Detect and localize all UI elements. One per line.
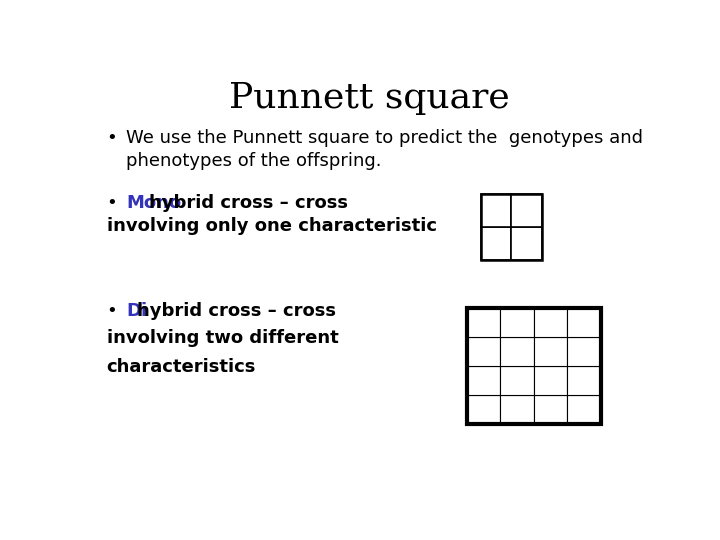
Text: characteristics: characteristics bbox=[107, 358, 256, 376]
Bar bbox=[567, 337, 600, 366]
Bar bbox=[500, 337, 534, 366]
Bar bbox=[534, 366, 567, 395]
Bar bbox=[467, 308, 500, 337]
Bar bbox=[481, 194, 542, 260]
Text: Di: Di bbox=[126, 302, 148, 320]
Bar bbox=[481, 227, 511, 260]
Text: We use the Punnett square to predict the  genotypes and: We use the Punnett square to predict the… bbox=[126, 129, 643, 147]
Bar bbox=[481, 194, 511, 227]
Text: •: • bbox=[107, 129, 117, 147]
Text: Punnett square: Punnett square bbox=[229, 82, 509, 116]
Bar bbox=[534, 337, 567, 366]
Text: •: • bbox=[107, 302, 117, 320]
Bar bbox=[500, 308, 534, 337]
Text: involving two different: involving two different bbox=[107, 329, 338, 347]
Text: hybrid cross – cross: hybrid cross – cross bbox=[138, 302, 336, 320]
Text: phenotypes of the offspring.: phenotypes of the offspring. bbox=[126, 152, 382, 170]
Bar bbox=[467, 366, 500, 395]
Text: hybrid cross – cross: hybrid cross – cross bbox=[148, 194, 348, 212]
Bar bbox=[467, 308, 600, 424]
Bar bbox=[467, 395, 500, 424]
Bar bbox=[567, 308, 600, 337]
Bar bbox=[534, 308, 567, 337]
Text: involving only one characteristic: involving only one characteristic bbox=[107, 217, 437, 234]
Text: Mono: Mono bbox=[126, 194, 181, 212]
Bar bbox=[534, 395, 567, 424]
Bar bbox=[567, 395, 600, 424]
Bar bbox=[467, 337, 500, 366]
Bar bbox=[500, 366, 534, 395]
Bar bbox=[567, 366, 600, 395]
Bar bbox=[511, 194, 542, 227]
Bar bbox=[500, 395, 534, 424]
Bar bbox=[511, 227, 542, 260]
Text: •: • bbox=[107, 194, 117, 212]
